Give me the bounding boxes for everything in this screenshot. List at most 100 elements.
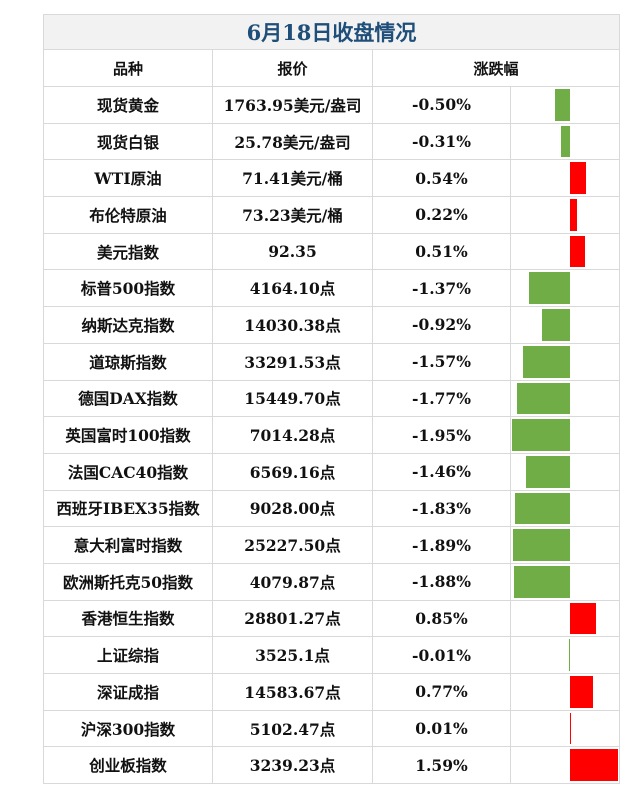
row-name: 上证综指 — [44, 637, 213, 673]
row-name: 香港恒生指数 — [44, 600, 213, 637]
row-change-bar-cell — [511, 601, 619, 637]
row-price: 25.78美元/盎司 — [213, 123, 373, 160]
row-change-bar-cell — [511, 124, 619, 160]
table-row: 布伦特原油 73.23美元/桶 0.22% — [43, 197, 620, 234]
row-change: -0.92% — [373, 307, 511, 343]
row-name: WTI原油 — [44, 160, 213, 197]
row-name: 欧洲斯托克50指数 — [44, 563, 213, 600]
row-change-bar-cell — [511, 381, 619, 417]
row-name: 现货白银 — [44, 123, 213, 160]
row-price: 3239.23点 — [213, 747, 373, 784]
row-name: 纳斯达克指数 — [44, 307, 213, 343]
table-title-row: 6月18日收盘情况 — [43, 14, 620, 50]
change-bar — [570, 712, 571, 745]
row-change-bar-cell — [511, 160, 619, 196]
row-change: -0.50% — [373, 87, 511, 123]
row-change: 0.77% — [373, 674, 511, 710]
row-change: -1.77% — [373, 380, 511, 417]
change-bar — [528, 272, 570, 305]
change-bar — [570, 235, 586, 268]
change-bar — [570, 602, 596, 635]
table-row: 香港恒生指数 28801.27点 0.85% — [43, 600, 620, 638]
change-bar — [516, 382, 570, 415]
row-change: -1.46% — [373, 453, 511, 490]
row-price: 28801.27点 — [213, 600, 373, 637]
row-price: 5102.47点 — [213, 710, 373, 747]
row-change-bar-cell — [511, 87, 619, 123]
table-row: 英国富时100指数 7014.28点 -1.95% — [43, 417, 620, 454]
row-change-bar-cell — [511, 454, 619, 490]
row-change-bar-cell — [511, 197, 619, 233]
row-change-bar-cell — [511, 564, 619, 600]
row-change: -1.37% — [373, 270, 511, 307]
table-row: 纳斯达克指数 14030.38点 -0.92% — [43, 307, 620, 344]
row-price: 73.23美元/桶 — [213, 197, 373, 233]
row-name: 英国富时100指数 — [44, 417, 213, 453]
row-price: 1763.95美元/盎司 — [213, 87, 373, 123]
change-bar — [569, 639, 570, 671]
change-bar — [526, 455, 570, 488]
row-change: -1.89% — [373, 527, 511, 563]
row-price: 6569.16点 — [213, 453, 373, 490]
change-bar — [542, 309, 570, 341]
row-price: 4079.87点 — [213, 563, 373, 600]
quote-table: 6月18日收盘情况 品种 报价 涨跌幅 现货黄金 1763.95美元/盎司 -0.5… — [43, 14, 620, 785]
table-row: 意大利富时指数 25227.50点 -1.89% — [43, 527, 620, 564]
row-name: 创业板指数 — [44, 747, 213, 784]
change-bar — [570, 199, 577, 231]
change-bar — [511, 419, 570, 451]
table-header: 品种 报价 涨跌幅 — [43, 50, 620, 87]
row-change-bar-cell — [511, 270, 619, 306]
table-row: 德国DAX指数 15449.70点 -1.77% — [43, 380, 620, 418]
row-name: 现货黄金 — [44, 87, 213, 123]
table-row: 西班牙IBEX35指数 9028.00点 -1.83% — [43, 490, 620, 528]
row-change: 1.59% — [373, 747, 511, 784]
change-bar — [555, 89, 570, 121]
row-change: -1.83% — [373, 490, 511, 527]
table-row: 道琼斯指数 33291.53点 -1.57% — [43, 343, 620, 381]
row-price: 71.41美元/桶 — [213, 160, 373, 197]
change-bar — [570, 162, 587, 195]
header-change: 涨跌幅 — [473, 59, 519, 78]
row-name: 意大利富时指数 — [44, 527, 213, 563]
change-bar — [515, 492, 570, 525]
row-name: 深证成指 — [44, 674, 213, 710]
row-change: -1.57% — [373, 343, 511, 380]
row-price: 9028.00点 — [213, 490, 373, 527]
header-price: 报价 — [213, 50, 373, 86]
row-price: 33291.53点 — [213, 343, 373, 380]
row-price: 14030.38点 — [213, 307, 373, 343]
row-change-bar-cell — [511, 417, 619, 453]
row-name: 美元指数 — [44, 233, 213, 270]
row-change-bar-cell — [511, 674, 619, 710]
row-change: -1.95% — [373, 417, 511, 453]
row-price: 4164.10点 — [213, 270, 373, 307]
row-change: 0.85% — [373, 600, 511, 637]
table-row: 沪深300指数 5102.47点 0.01% — [43, 710, 620, 748]
row-name: 标普500指数 — [44, 270, 213, 307]
change-bar — [560, 125, 570, 158]
row-change: 0.54% — [373, 160, 511, 197]
change-bar — [570, 676, 594, 708]
row-name: 西班牙IBEX35指数 — [44, 490, 213, 527]
table-row: 标普500指数 4164.10点 -1.37% — [43, 270, 620, 308]
table-row: WTI原油 71.41美元/桶 0.54% — [43, 160, 620, 198]
row-change-bar-cell — [511, 711, 619, 747]
table-row: 深证成指 14583.67点 0.77% — [43, 674, 620, 711]
change-bar — [513, 565, 570, 598]
row-change: -1.88% — [373, 563, 511, 600]
row-change-bar-cell — [511, 491, 619, 527]
table-row: 现货白银 25.78美元/盎司 -0.31% — [43, 123, 620, 161]
row-name: 道琼斯指数 — [44, 343, 213, 380]
row-change-bar-cell — [511, 307, 619, 343]
change-bar — [522, 345, 570, 378]
row-name: 法国CAC40指数 — [44, 453, 213, 490]
table-body: 现货黄金 1763.95美元/盎司 -0.50% 现货白银 25.78美元/盎司 -0.3… — [43, 87, 620, 785]
row-name: 沪深300指数 — [44, 710, 213, 747]
row-name: 德国DAX指数 — [44, 380, 213, 417]
table-row: 上证综指 3525.1点 -0.01% — [43, 637, 620, 674]
row-price: 92.35 — [213, 233, 373, 270]
row-change: 0.51% — [373, 233, 511, 270]
table-title: 6月18日收盘情况 — [246, 20, 417, 45]
row-change: 0.01% — [373, 710, 511, 747]
